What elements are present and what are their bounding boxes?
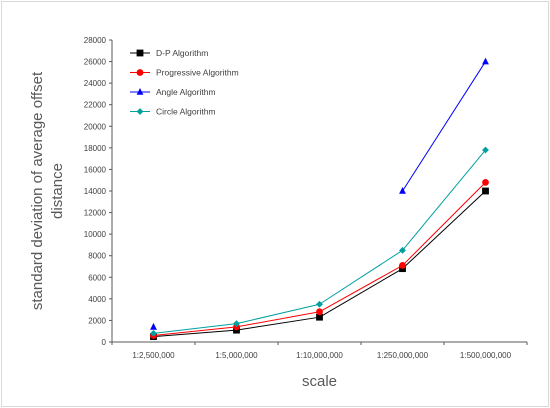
data-point xyxy=(233,320,240,328)
data-point xyxy=(150,322,157,330)
y-tick-label: 14000 xyxy=(84,187,107,196)
x-tick-label: 1:10,000,000 xyxy=(296,351,343,360)
data-point xyxy=(399,246,406,254)
legend-label: D-P Algorithm xyxy=(156,48,208,58)
series-d-p-algorithm xyxy=(150,187,489,341)
data-point xyxy=(399,187,406,194)
legend: D-P Algorithm Progressive Algorithm Angle … xyxy=(130,48,239,117)
y-axis-title-line-2: distance xyxy=(49,163,66,219)
series-segment xyxy=(319,268,403,318)
legend-label: Angle Algorithm xyxy=(156,87,216,97)
legend-marker xyxy=(136,108,144,115)
legend-item: Progressive Algorithm xyxy=(130,68,239,78)
data-point xyxy=(316,313,323,321)
y-axis-title-line-1: standard deviation of average offset xyxy=(29,71,46,310)
legend-item: Circle Algorithm xyxy=(130,107,216,117)
x-tick-label: 1:5,000,000 xyxy=(215,351,258,360)
series-angle-algorithm xyxy=(150,57,489,330)
y-tick-label: 28000 xyxy=(84,36,107,45)
series-segment xyxy=(153,326,237,337)
y-tick-label: 6000 xyxy=(88,273,106,282)
data-point xyxy=(316,308,323,316)
y-tick-label: 0 xyxy=(102,338,107,347)
y-tick-label: 4000 xyxy=(88,295,106,304)
y-tick-label: 2000 xyxy=(88,316,106,325)
x-axis-title: scale xyxy=(302,373,337,390)
y-tick-label: 16000 xyxy=(84,165,107,174)
legend-item: D-P Algorithm xyxy=(130,48,208,58)
y-tick-label: 18000 xyxy=(84,144,107,153)
y-tick-label: 22000 xyxy=(84,101,107,110)
y-tick-label: 10000 xyxy=(84,230,107,239)
y-tick-label: 8000 xyxy=(88,252,106,261)
data-point xyxy=(482,146,489,154)
data-point xyxy=(150,329,157,337)
legend-marker xyxy=(136,88,144,95)
series-segment xyxy=(319,264,403,313)
x-tick-labels: 1:2,500,000 1:5,000,000 1:10,000,000 1:250,… xyxy=(111,342,528,360)
x-tick-label: 1:250,000,000 xyxy=(377,351,429,360)
series-segment xyxy=(236,303,320,325)
series-segment xyxy=(236,311,320,328)
data-point xyxy=(316,300,323,308)
series-segment xyxy=(236,316,320,331)
legend-marker xyxy=(136,69,144,76)
legend-label: Progressive Algorithm xyxy=(156,68,239,78)
series-segment xyxy=(402,182,486,266)
series-segment xyxy=(319,249,403,305)
series-segment xyxy=(402,190,486,270)
series-group xyxy=(150,57,489,341)
y-tick-label: 12000 xyxy=(84,209,107,218)
series-segment xyxy=(153,323,237,334)
series-circle-algorithm xyxy=(150,146,489,337)
x-tick-label: 1:500,000,000 xyxy=(460,351,512,360)
data-point xyxy=(399,262,406,269)
series-segment xyxy=(402,149,486,251)
y-tick-labels: 0 2000 4000 6000 8000 10000 12000 14000 16000 180… xyxy=(84,36,112,347)
data-point xyxy=(482,187,489,195)
legend-marker xyxy=(136,49,144,57)
x-tick-label: 1:2,500,000 xyxy=(132,351,175,360)
legend-label: Circle Algorithm xyxy=(156,107,216,117)
y-tick-label: 26000 xyxy=(84,58,107,67)
data-point xyxy=(482,178,489,186)
series-segment xyxy=(153,329,237,338)
legend-item: Angle Algorithm xyxy=(130,87,216,97)
series-progressive-algorithm xyxy=(150,178,489,339)
y-tick-label: 24000 xyxy=(84,79,107,88)
data-point xyxy=(482,57,489,65)
axes xyxy=(111,40,527,343)
series-segment xyxy=(402,61,486,192)
y-tick-label: 20000 xyxy=(84,122,107,131)
